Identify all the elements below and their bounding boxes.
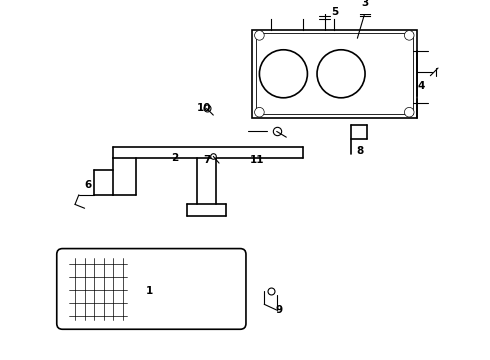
Text: 3: 3 bbox=[362, 0, 368, 8]
Text: 11: 11 bbox=[250, 155, 265, 165]
Bar bbox=[252, 30, 417, 118]
Text: 10: 10 bbox=[196, 103, 211, 113]
Text: 1: 1 bbox=[146, 286, 152, 296]
Text: 2: 2 bbox=[172, 153, 178, 163]
FancyBboxPatch shape bbox=[57, 249, 246, 329]
Circle shape bbox=[404, 107, 414, 117]
Text: 5: 5 bbox=[331, 7, 338, 17]
Text: 7: 7 bbox=[203, 155, 210, 165]
Text: 4: 4 bbox=[417, 81, 424, 91]
Bar bbox=[256, 33, 413, 114]
Circle shape bbox=[255, 31, 264, 40]
Text: 8: 8 bbox=[357, 146, 364, 156]
Circle shape bbox=[404, 31, 414, 40]
Text: 6: 6 bbox=[85, 180, 92, 190]
Text: 9: 9 bbox=[275, 305, 282, 315]
Circle shape bbox=[255, 107, 264, 117]
